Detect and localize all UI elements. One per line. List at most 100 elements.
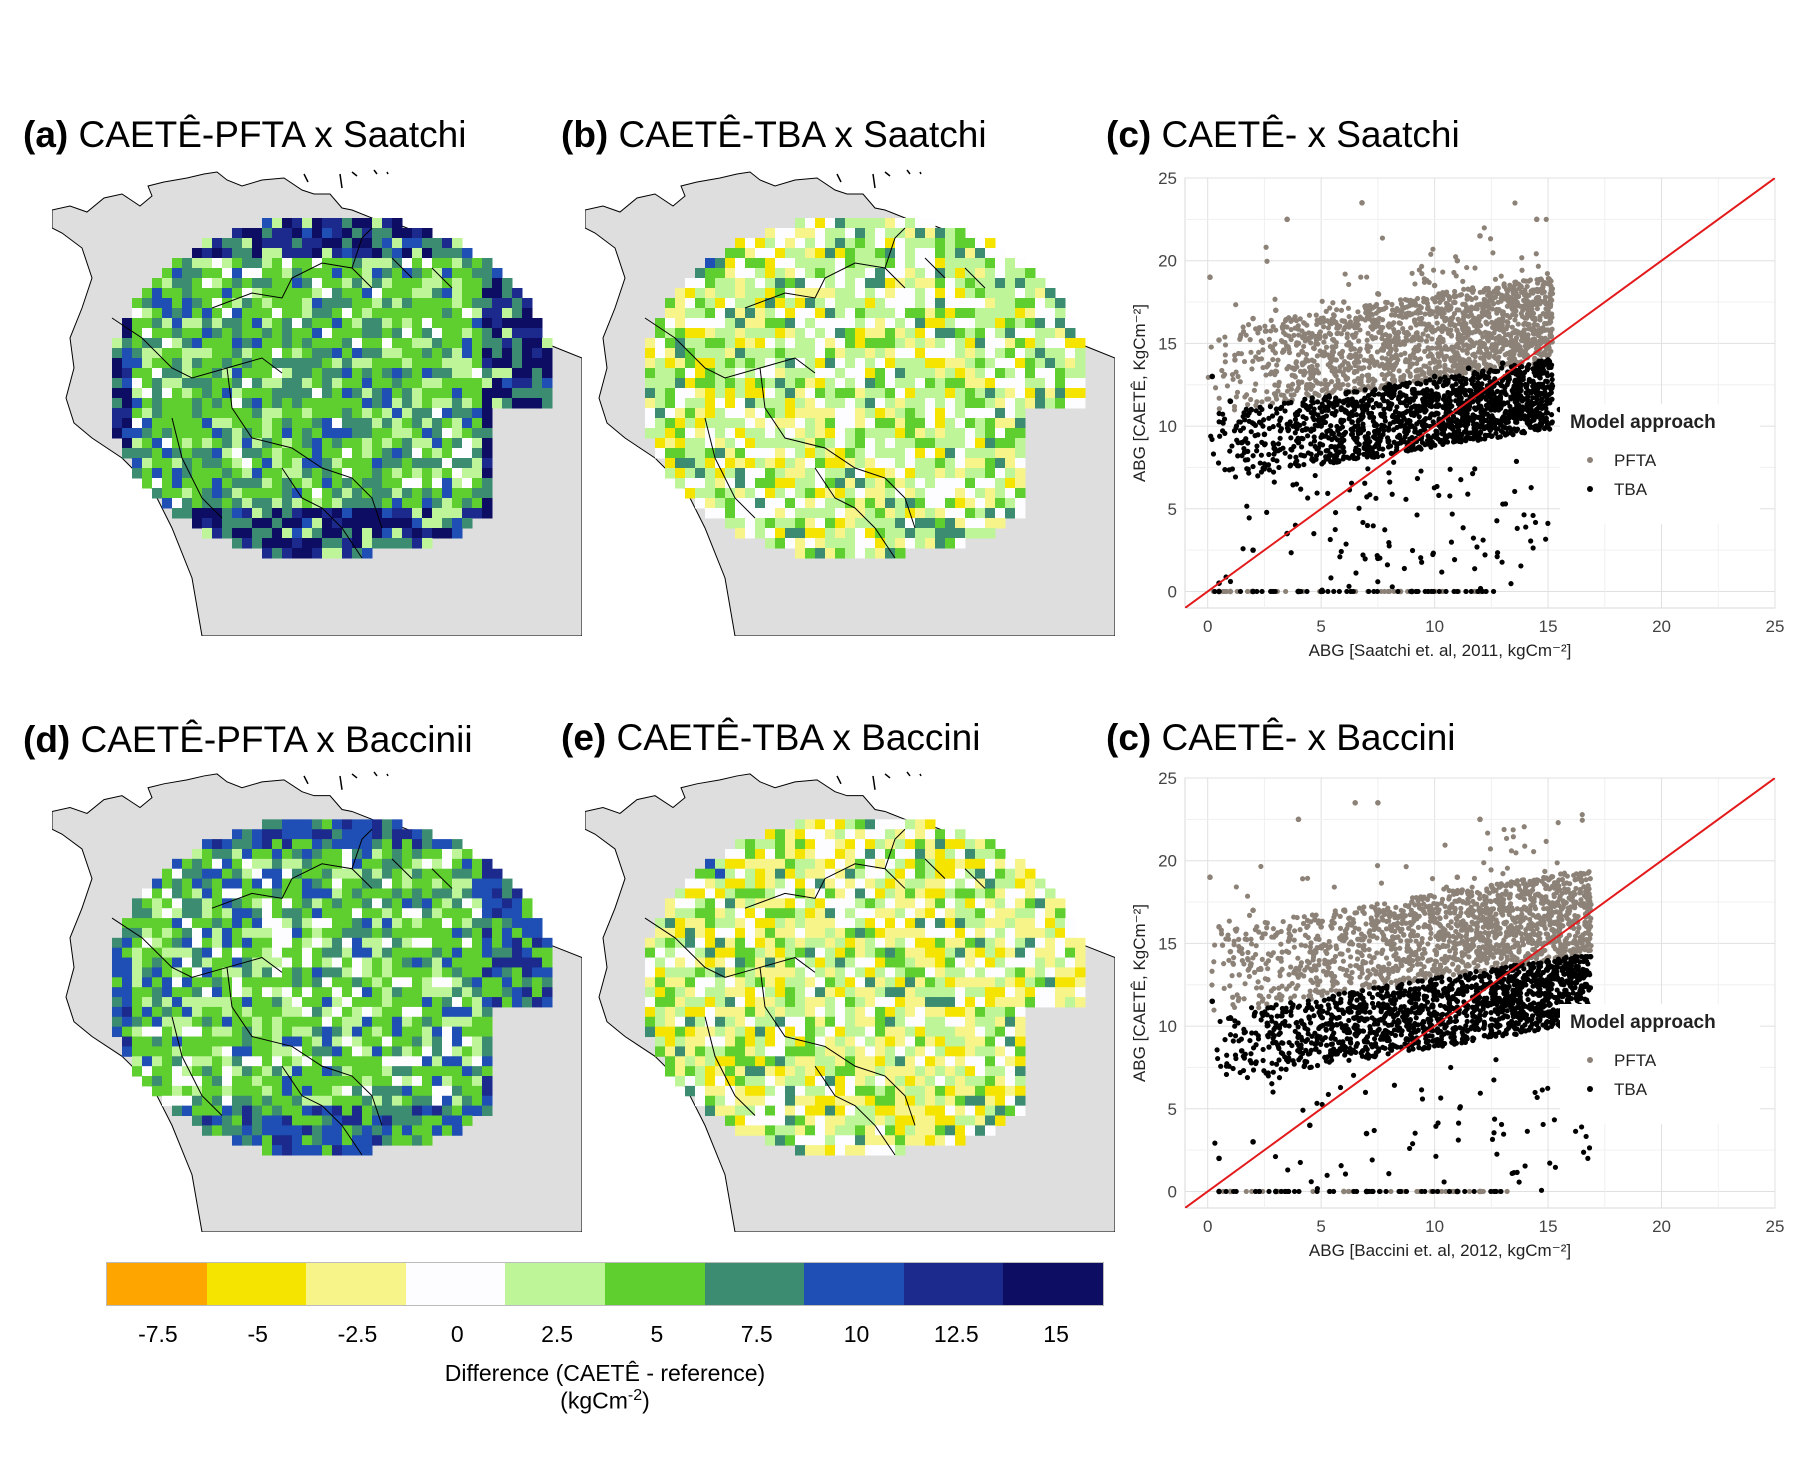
grid-cell [885,1125,896,1136]
grid-cell [955,298,966,309]
grid-cell [262,308,273,319]
grid-cell [342,248,353,259]
grid-cell [242,1056,253,1067]
grid-cell [815,967,826,978]
grid-cell [985,1036,996,1047]
grid-cell [402,538,413,549]
grid-cell [472,338,483,349]
grid-cell [412,478,423,489]
grid-cell [122,1016,133,1028]
grid-cell [472,348,483,359]
grid-cell [292,508,303,519]
grid-cell [302,478,313,489]
grid-cell [925,1125,936,1136]
grid-cell [805,288,816,299]
grid-cell [835,918,846,929]
grid-cell [132,1036,143,1047]
grid-cell [182,1076,193,1087]
grid-cell [212,258,223,269]
grid-cell [1035,967,1046,978]
grid-cell [845,1135,856,1146]
grid-cell [282,848,293,860]
grid-cell [1015,908,1026,919]
grid-cell [282,278,293,289]
grid-cell [302,957,313,968]
grid-cell [182,318,193,329]
grid-cell [825,368,836,379]
grid-cell [122,318,133,329]
grid-cell [512,888,523,899]
grid-cell [242,878,253,889]
grid-cell [825,428,836,439]
grid-cell [865,858,876,870]
grid-cell [212,927,223,939]
grid-cell [875,1115,886,1126]
grid-cell [202,1066,213,1077]
grid-cell [412,268,423,279]
grid-cell [1015,927,1026,939]
grid-cell [955,1026,966,1038]
country-border [704,417,756,519]
grid-cell [432,528,443,539]
grid-cell [665,957,676,968]
grid-cell [1065,947,1076,959]
grid-cell [382,458,393,469]
grid-cell [242,528,253,539]
grid-cell [675,348,686,359]
grid-cell [402,829,413,840]
grid-cell [502,937,513,949]
grid-cell [392,418,403,429]
country-border [226,967,383,1126]
grid-cell [162,458,173,469]
grid-cell [232,1105,243,1117]
grid-cell [312,238,323,249]
grid-cell [745,967,756,978]
grid-cell [715,1105,726,1117]
grid-cell [262,408,273,419]
grid-cell [172,908,183,919]
grid-cell [765,258,776,269]
grid-cell [985,967,996,978]
grid-cell [815,328,826,339]
grid-cell [262,908,273,919]
grid-cell [282,318,293,329]
grid-cell [272,398,283,409]
grid-cell [482,458,493,469]
grid-cell [402,318,413,329]
grid-cell [312,318,323,329]
grid-cell [765,1095,776,1107]
grid-cell [232,478,243,489]
grid-cell [895,438,906,449]
grid-cell [222,908,233,919]
grid-cell [1025,918,1036,929]
grid-cell [965,448,976,459]
grid-cell [655,937,666,949]
y-tick-label: 10 [1158,417,1177,436]
grid-cell [322,947,333,959]
grid-cell [915,388,926,399]
grid-cell [152,1076,163,1087]
grid-cell [392,967,403,978]
grid-cell [925,368,936,379]
grid-cell [382,1076,393,1087]
grid-cell [845,957,856,968]
grid-cell [865,288,876,299]
grid-cell [835,508,846,519]
grid-cell [212,1076,223,1087]
grid-cell [172,328,183,339]
grid-cell [212,418,223,429]
grid-cell [925,1056,936,1067]
grid-cell [262,278,273,289]
grid-cell [955,1046,966,1057]
grid-cell [442,1066,453,1077]
grid-cell [765,937,776,949]
grid-cell [875,548,886,559]
grid-cell [755,278,766,289]
grid-cell [472,1006,483,1018]
grid-cell [332,997,343,1008]
grid-cell [282,1036,293,1047]
grid-cell [152,328,163,339]
grid-cell [925,937,936,949]
grid-cell [1055,378,1066,389]
grid-cell [1035,918,1046,929]
